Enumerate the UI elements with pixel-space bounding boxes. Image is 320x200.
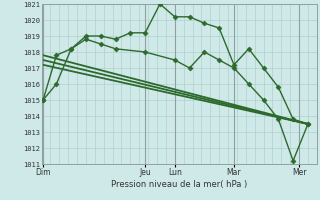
X-axis label: Pression niveau de la mer( hPa ): Pression niveau de la mer( hPa ) [111, 180, 247, 189]
